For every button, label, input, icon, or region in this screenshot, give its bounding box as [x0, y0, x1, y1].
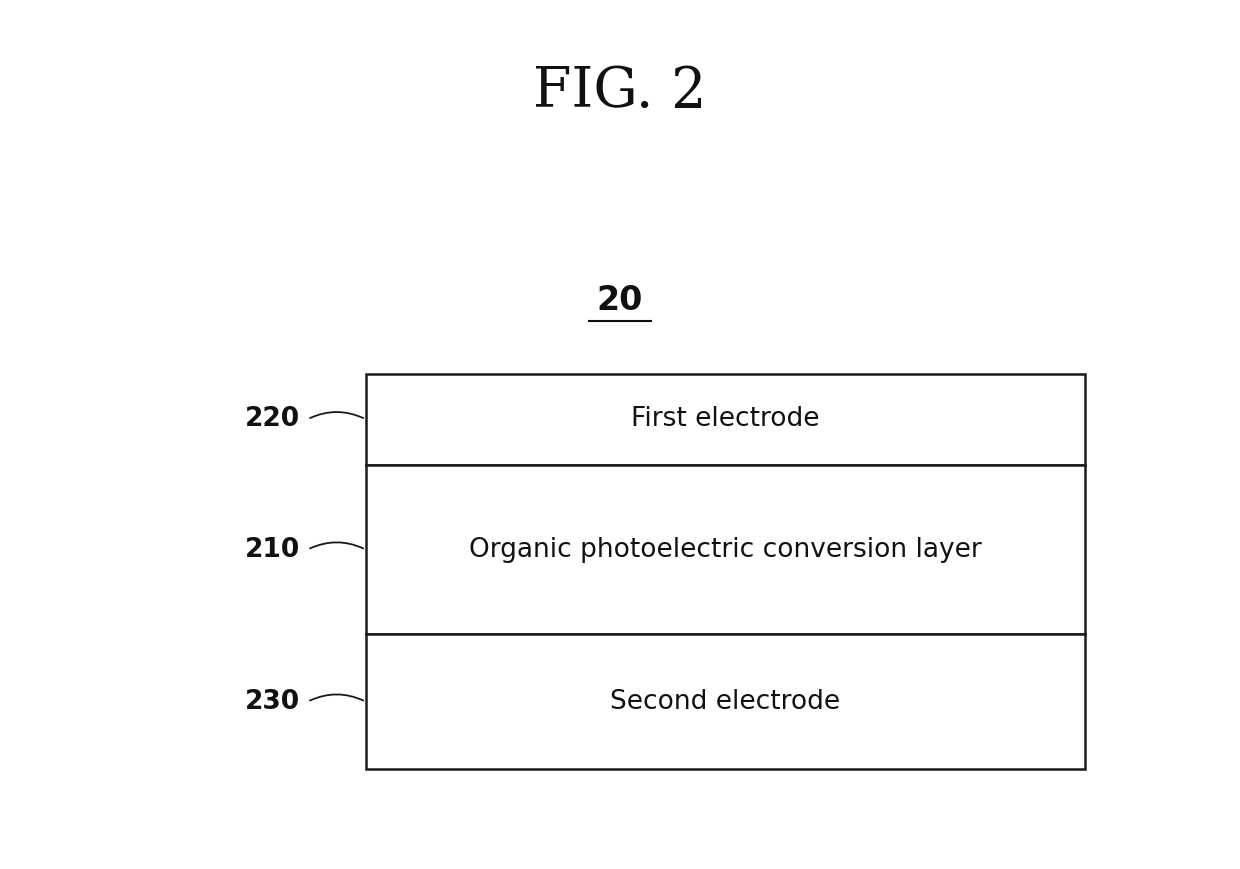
Bar: [366, 374, 1085, 465]
Text: 210: 210: [244, 537, 300, 562]
Text: 220: 220: [246, 407, 300, 432]
Text: First electrode: First electrode: [631, 407, 820, 432]
Text: Second electrode: Second electrode: [610, 689, 841, 714]
Bar: [366, 465, 1085, 634]
Text: FIG. 2: FIG. 2: [533, 64, 707, 118]
Text: 230: 230: [246, 689, 300, 714]
Text: Organic photoelectric conversion layer: Organic photoelectric conversion layer: [469, 537, 982, 562]
Text: 20: 20: [596, 284, 644, 317]
Bar: [366, 634, 1085, 769]
